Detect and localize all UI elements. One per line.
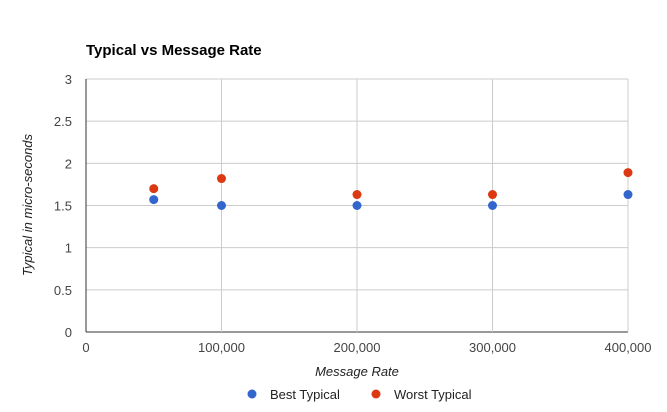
legend-marker	[371, 389, 381, 399]
x-tick-label: 0	[82, 340, 89, 355]
y-tick-label: 1	[65, 241, 72, 256]
y-axis-label: Typical in micro-seconds	[20, 133, 35, 276]
best-typical-point	[623, 190, 633, 200]
best-typical-point	[217, 201, 226, 210]
best-typical-point	[149, 195, 159, 205]
worst-typical-point	[217, 174, 226, 184]
y-tick-label: 3	[65, 72, 72, 87]
y-axis-ticks: 0 0.5 1 1.5 2 2.5 3	[54, 72, 72, 340]
y-tick-label: 2.5	[54, 114, 72, 129]
worst-typical-point	[149, 184, 159, 194]
x-axis-ticks: 0 100,000 200,000 300,000 400,000	[82, 340, 651, 355]
y-tick-label: 1.5	[54, 199, 72, 214]
worst-typical-point	[352, 190, 362, 200]
x-axis-label: Message Rate	[315, 364, 399, 379]
best-typical-point	[352, 201, 362, 210]
legend-marker	[247, 389, 257, 399]
worst-typical-point	[623, 168, 633, 178]
best-typical-point	[488, 201, 497, 210]
y-tick-label: 0.5	[54, 283, 72, 298]
x-tick-label: 400,000	[605, 340, 652, 355]
worst-typical-point	[488, 190, 497, 200]
x-tick-label: 100,000	[198, 340, 245, 355]
x-tick-label: 200,000	[334, 340, 381, 355]
legend-label: Worst Typical	[394, 387, 472, 402]
data-points	[149, 168, 633, 210]
legend-label: Best Typical	[270, 387, 340, 402]
y-tick-label: 2	[65, 156, 72, 171]
x-tick-label: 300,000	[469, 340, 516, 355]
chart-title: Typical vs Message Rate	[86, 42, 262, 59]
y-tick-label: 0	[65, 325, 72, 340]
grid	[85, 78, 629, 333]
legend: Best Typical Worst Typical	[247, 387, 472, 402]
